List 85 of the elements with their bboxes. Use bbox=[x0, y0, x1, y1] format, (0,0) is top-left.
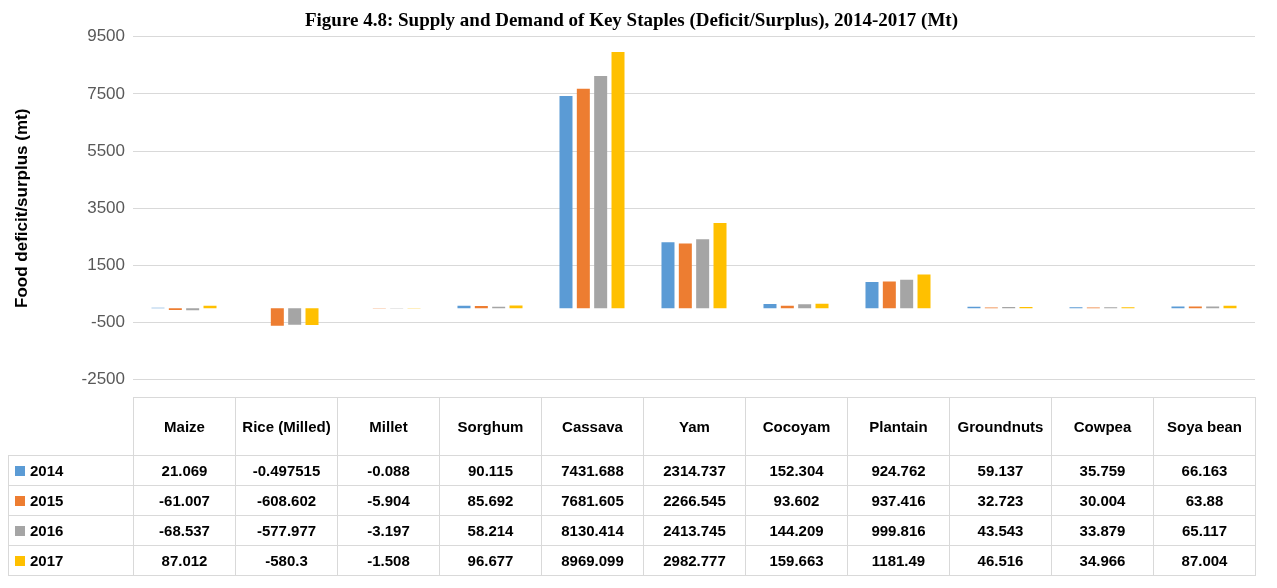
data-label: 2314.737 bbox=[643, 455, 746, 486]
x-tick-label: Plantain bbox=[847, 397, 950, 456]
data-label: 8130.414 bbox=[541, 515, 644, 546]
bar bbox=[900, 279, 914, 309]
y-tick-label: 3500 bbox=[87, 197, 125, 217]
data-label: -5.904 bbox=[337, 485, 440, 516]
data-label: 46.516 bbox=[949, 545, 1052, 576]
data-label: 58.214 bbox=[439, 515, 542, 546]
data-label: 96.677 bbox=[439, 545, 542, 576]
bar bbox=[305, 308, 319, 325]
data-label: 159.663 bbox=[745, 545, 848, 576]
data-label: 32.723 bbox=[949, 485, 1052, 516]
bar bbox=[270, 308, 284, 326]
data-label: -68.537 bbox=[133, 515, 236, 546]
data-label: 924.762 bbox=[847, 455, 950, 486]
x-tick-label: Cocoyam bbox=[745, 397, 848, 456]
bar bbox=[865, 281, 879, 309]
data-label: 66.163 bbox=[1153, 455, 1256, 486]
y-tick-label: 9500 bbox=[87, 26, 125, 46]
data-label: -0.088 bbox=[337, 455, 440, 486]
data-label: 21.069 bbox=[133, 455, 236, 486]
data-label: 93.602 bbox=[745, 485, 848, 516]
x-tick-label: Cowpea bbox=[1051, 397, 1154, 456]
legend-label: 2016 bbox=[30, 522, 64, 539]
x-tick-label: Groundnuts bbox=[949, 397, 1052, 456]
bar bbox=[798, 304, 812, 309]
data-label: 1181.49 bbox=[847, 545, 950, 576]
x-tick-label: Yam bbox=[643, 397, 746, 456]
x-tick-label: Millet bbox=[337, 397, 440, 456]
data-label: 7431.688 bbox=[541, 455, 644, 486]
y-axis-title: Food deficit/surplus (mt) bbox=[11, 108, 31, 308]
data-label: 59.137 bbox=[949, 455, 1052, 486]
data-label: 999.816 bbox=[847, 515, 950, 546]
data-label: -1.508 bbox=[337, 545, 440, 576]
data-label: -61.007 bbox=[133, 485, 236, 516]
data-label: -580.3 bbox=[235, 545, 338, 576]
data-label: -608.602 bbox=[235, 485, 338, 516]
chart-title: Figure 4.8: Supply and Demand of Key Staples (Deficit/Surplus), 2014-2017 (Mt) bbox=[304, 9, 959, 32]
x-tick-label: Sorghum bbox=[439, 397, 542, 456]
data-label: 8969.099 bbox=[541, 545, 644, 576]
legend-label: 2014 bbox=[30, 462, 64, 479]
bar bbox=[594, 75, 608, 309]
y-tick-label: 1500 bbox=[87, 255, 125, 275]
data-label: 144.209 bbox=[745, 515, 848, 546]
bar bbox=[678, 243, 692, 309]
data-label: 152.304 bbox=[745, 455, 848, 486]
data-label: 90.115 bbox=[439, 455, 542, 486]
data-label: -3.197 bbox=[337, 515, 440, 546]
bar bbox=[661, 242, 675, 309]
y-tick-label: 5500 bbox=[87, 140, 125, 160]
data-label: 34.966 bbox=[1051, 545, 1154, 576]
data-label: 35.759 bbox=[1051, 455, 1154, 486]
data-label: 2982.777 bbox=[643, 545, 746, 576]
y-tick-label: -500 bbox=[90, 312, 125, 332]
data-label: 2266.545 bbox=[643, 485, 746, 516]
bar bbox=[576, 88, 590, 309]
data-label: 63.88 bbox=[1153, 485, 1256, 516]
bar bbox=[713, 223, 727, 309]
data-label: 65.117 bbox=[1153, 515, 1256, 546]
data-label: -577.977 bbox=[235, 515, 338, 546]
data-label: 2413.745 bbox=[643, 515, 746, 546]
x-tick-label: Cassava bbox=[541, 397, 644, 456]
data-label: 7681.605 bbox=[541, 485, 644, 516]
bar bbox=[288, 308, 302, 325]
data-label: 937.416 bbox=[847, 485, 950, 516]
data-label: 43.543 bbox=[949, 515, 1052, 546]
y-tick-label: -2500 bbox=[81, 369, 125, 389]
x-tick-label: Soya bean bbox=[1153, 397, 1256, 456]
data-label: 33.879 bbox=[1051, 515, 1154, 546]
bar bbox=[696, 239, 710, 309]
bar bbox=[882, 281, 896, 309]
bar bbox=[917, 274, 931, 309]
bar bbox=[611, 51, 625, 309]
data-label: 87.012 bbox=[133, 545, 236, 576]
data-label: -0.497515 bbox=[235, 455, 338, 486]
legend-label: 2015 bbox=[30, 492, 64, 509]
legend-label: 2017 bbox=[30, 552, 64, 569]
y-tick-label: 7500 bbox=[87, 83, 125, 103]
data-label: 87.004 bbox=[1153, 545, 1256, 576]
x-tick-label: Rice (Milled) bbox=[235, 397, 338, 456]
bar bbox=[763, 303, 777, 309]
data-label: 30.004 bbox=[1051, 485, 1154, 516]
data-label: 85.692 bbox=[439, 485, 542, 516]
bar bbox=[559, 95, 573, 309]
x-tick-label: Maize bbox=[133, 397, 236, 456]
